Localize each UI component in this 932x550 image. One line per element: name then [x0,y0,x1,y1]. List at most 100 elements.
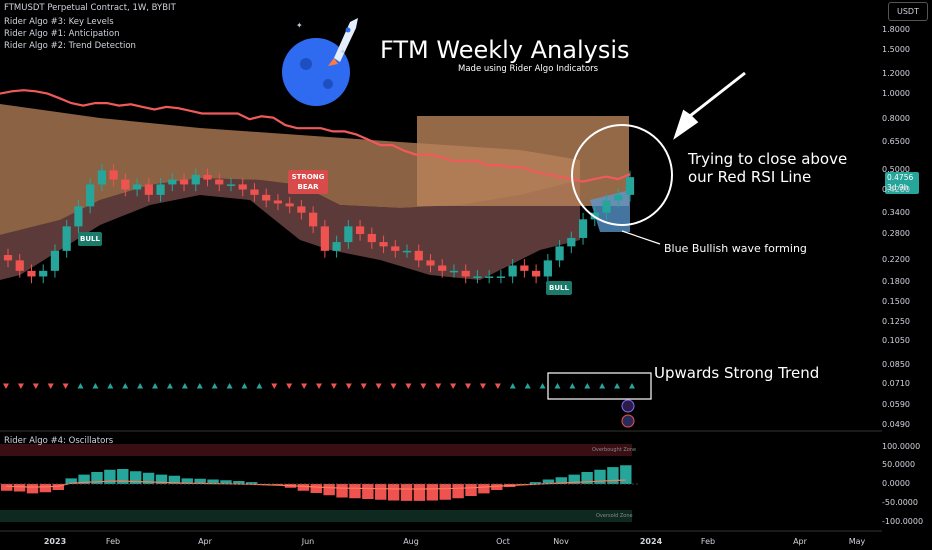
svg-text:✦: ✦ [340,48,346,56]
candle-body [520,265,529,271]
oscillator-bar [194,478,206,484]
price-tick-label: 0.6500 [882,136,910,146]
chart-title: FTM Weekly Analysis [380,36,630,64]
indicator-anticipation[interactable]: Rider Algo #1: Anticipation [4,29,120,39]
trend-down-marker [390,383,397,389]
trend-down-marker [301,383,308,389]
oscillator-bar [568,474,580,484]
candle-body [414,250,423,261]
price-tick-label: 1.5000 [882,44,910,54]
oversold-label: Oversold Zone [596,513,633,519]
time-tick-label: 2023 [43,537,67,546]
candle-body [496,276,506,278]
svg-text:✦: ✦ [296,21,303,30]
price-tick-label: 0.8000 [882,113,910,123]
indicator-trend-detection[interactable]: Rider Algo #2: Trend Detection [4,41,136,51]
trend-up-marker [92,383,99,389]
candle-body [262,194,271,201]
trend-up-marker [614,383,621,389]
price-tick-label: 0.1800 [882,277,910,287]
price-tick-label: 0.2200 [882,255,910,265]
candle-body [567,237,576,247]
oscillator-bar [478,484,490,494]
time-tick-label: Jun [301,537,315,546]
price-tick-label: 0.5000 [882,165,910,175]
candle-body [179,179,189,185]
time-tick-label: 2024 [639,537,663,546]
oversold-zone [0,510,632,522]
currency-button[interactable]: USDT [888,2,928,21]
candle-body [332,242,341,251]
trend-down-marker [286,383,293,389]
lightning-icon[interactable] [621,399,635,413]
candle-body [485,276,494,278]
candle-body [625,177,635,195]
oscillator-bar [323,484,335,496]
price-tick-label: 1.2000 [882,69,910,79]
candle-body [273,200,283,204]
highlight-circle [571,124,673,226]
candle-body [168,179,177,185]
candle-body [97,170,106,185]
oscillator-bar [52,484,64,490]
oscillator-bar [91,472,103,484]
oscillator-bar [581,472,593,484]
candle-body [27,270,36,277]
price-tick-label: 0.0710 [882,379,910,389]
candle-body [438,265,447,271]
oscillator-bar [65,478,77,484]
trend-up-marker [539,383,546,389]
oscillator-bar [78,474,90,484]
trend-up-marker [584,383,591,389]
candle-body [39,270,48,277]
current-price: 0.4756 [887,173,914,182]
bull-signal: BULL [78,232,102,246]
oscillator-bar [413,484,426,501]
trend-down-marker [465,383,472,389]
candle-body [132,184,142,190]
oscillator-bar [142,472,155,484]
price-tick-label: 0.2800 [882,228,910,238]
oscillator-bar [297,484,310,491]
oscillator-bar [439,484,451,500]
price-chart[interactable] [0,0,882,550]
oscillator-bar [349,484,361,499]
candle-body [238,184,247,190]
candle-body [473,276,482,278]
oscillator-title[interactable]: Rider Algo #4: Oscillators [4,436,114,446]
oscillator-bar [310,484,322,493]
trend-up-marker [196,383,203,389]
price-tick-label: 0.1500 [882,297,910,307]
oscillator-bar [207,479,219,484]
oscillator-bar [233,481,245,484]
oscillator-tick-label: -50.0000 [882,497,918,507]
oscillator-bar [387,484,400,501]
oscillator-bar [117,469,129,484]
trend-up-marker [524,383,531,389]
candle-body [15,260,24,271]
candles-layer [3,164,635,284]
symbol-title: FTMUSDT Perpetual Contract, 1W, BYBIT [4,3,176,13]
candle-body [402,250,412,253]
trend-down-marker [3,383,9,389]
strong-trend-row [3,383,635,389]
trend-down-marker [405,383,412,389]
candle-body [3,255,13,261]
oscillator-bar [246,482,258,484]
candle-body [320,226,329,251]
candle-body [508,265,517,277]
oscillator-bar [555,477,568,484]
oscillator-histogram [1,465,632,501]
oscillator-bar [362,484,374,499]
trend-down-marker [345,383,352,389]
oscillator-bar [465,484,477,496]
oscillator-bar [39,484,52,493]
candle-body [379,242,388,247]
oscillator-bar [400,484,413,501]
trend-down-marker [360,383,367,389]
flag-icon[interactable] [621,414,635,428]
candle-body [109,170,118,180]
indicator-key-levels[interactable]: Rider Algo #3: Key Levels [4,17,114,27]
trend-up-marker [629,383,635,389]
